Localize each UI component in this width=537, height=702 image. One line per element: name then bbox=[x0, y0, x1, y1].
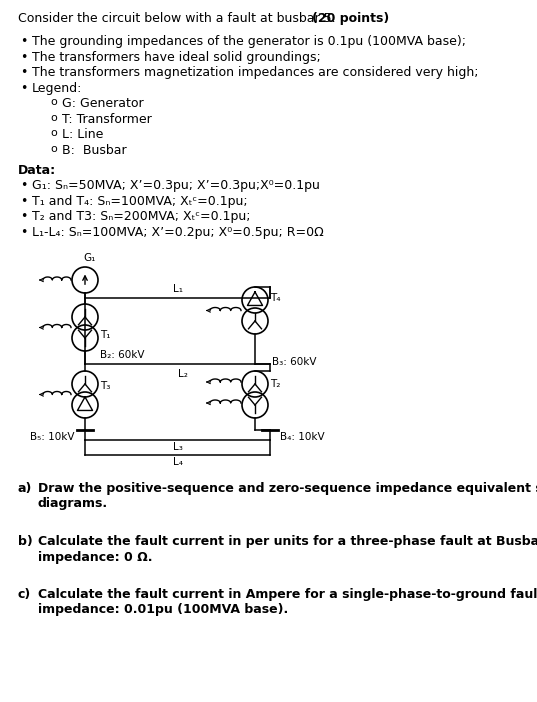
Text: impedance: 0 Ω.: impedance: 0 Ω. bbox=[38, 550, 153, 564]
Text: •: • bbox=[20, 180, 27, 192]
Text: a): a) bbox=[18, 482, 32, 495]
Text: L₂: L₂ bbox=[178, 369, 187, 379]
Text: o: o bbox=[50, 144, 57, 154]
Text: T₁ and T₄: Sₙ=100MVA; Xₜᶜ=0.1pu;: T₁ and T₄: Sₙ=100MVA; Xₜᶜ=0.1pu; bbox=[32, 195, 248, 208]
Text: •: • bbox=[20, 211, 27, 223]
Text: o: o bbox=[50, 128, 57, 138]
Text: L₁-L₄: Sₙ=100MVA; X’=0.2pu; X⁰=0.5pu; R=0Ω: L₁-L₄: Sₙ=100MVA; X’=0.2pu; X⁰=0.5pu; R=… bbox=[32, 226, 324, 239]
Text: G₁: G₁ bbox=[83, 253, 96, 263]
Text: T₃: T₃ bbox=[100, 381, 111, 391]
Text: o: o bbox=[50, 113, 57, 123]
Text: •: • bbox=[20, 66, 27, 79]
Text: The grounding impedances of the generator is 0.1pu (100MVA base);: The grounding impedances of the generato… bbox=[32, 35, 466, 48]
Text: T: Transformer: T: Transformer bbox=[62, 113, 152, 126]
Text: B₃: 60kV: B₃: 60kV bbox=[272, 357, 316, 367]
Text: B:  Busbar: B: Busbar bbox=[62, 144, 127, 157]
Text: o: o bbox=[50, 98, 57, 107]
Text: •: • bbox=[20, 81, 27, 95]
Text: Calculate the fault current in per units for a three-phase fault at Busbar 3. Fa: Calculate the fault current in per units… bbox=[38, 535, 537, 548]
Text: The transformers magnetization impedances are considered very high;: The transformers magnetization impedance… bbox=[32, 66, 478, 79]
Text: Consider the circuit below with a fault at busbar 5.: Consider the circuit below with a fault … bbox=[18, 12, 339, 25]
Text: T₂: T₂ bbox=[270, 379, 280, 389]
Text: T₂ and T3: Sₙ=200MVA; Xₜᶜ=0.1pu;: T₂ and T3: Sₙ=200MVA; Xₜᶜ=0.1pu; bbox=[32, 211, 250, 223]
Text: •: • bbox=[20, 226, 27, 239]
Text: •: • bbox=[20, 35, 27, 48]
Text: (20 points): (20 points) bbox=[312, 12, 389, 25]
Text: L₃: L₃ bbox=[172, 442, 183, 452]
Text: G: Generator: G: Generator bbox=[62, 98, 143, 110]
Text: L: Line: L: Line bbox=[62, 128, 104, 141]
Text: L₁: L₁ bbox=[172, 284, 183, 294]
Text: The transformers have ideal solid groundings;: The transformers have ideal solid ground… bbox=[32, 51, 321, 64]
Text: G₁: Sₙ=50MVA; X’=0.3pu; X’=0.3pu;X⁰=0.1pu: G₁: Sₙ=50MVA; X’=0.3pu; X’=0.3pu;X⁰=0.1p… bbox=[32, 180, 320, 192]
Text: b): b) bbox=[18, 535, 33, 548]
Text: •: • bbox=[20, 51, 27, 64]
Text: B₂: 60kV: B₂: 60kV bbox=[100, 350, 144, 360]
Text: L₄: L₄ bbox=[172, 457, 183, 467]
Text: Data:: Data: bbox=[18, 164, 56, 177]
Text: impedance: 0.01pu (100MVA base).: impedance: 0.01pu (100MVA base). bbox=[38, 604, 288, 616]
Text: B₄: 10kV: B₄: 10kV bbox=[280, 432, 325, 442]
Text: B₅: 10kV: B₅: 10kV bbox=[31, 432, 75, 442]
Text: diagrams.: diagrams. bbox=[38, 498, 108, 510]
Text: Draw the positive-sequence and zero-sequence impedance equivalent single-line: Draw the positive-sequence and zero-sequ… bbox=[38, 482, 537, 495]
Text: T₄: T₄ bbox=[270, 293, 280, 303]
Text: Calculate the fault current in Ampere for a single-phase-to-ground fault at Busb: Calculate the fault current in Ampere fo… bbox=[38, 588, 537, 601]
Text: Legend:: Legend: bbox=[32, 81, 82, 95]
Text: T₁: T₁ bbox=[100, 330, 111, 340]
Text: •: • bbox=[20, 195, 27, 208]
Text: c): c) bbox=[18, 588, 31, 601]
